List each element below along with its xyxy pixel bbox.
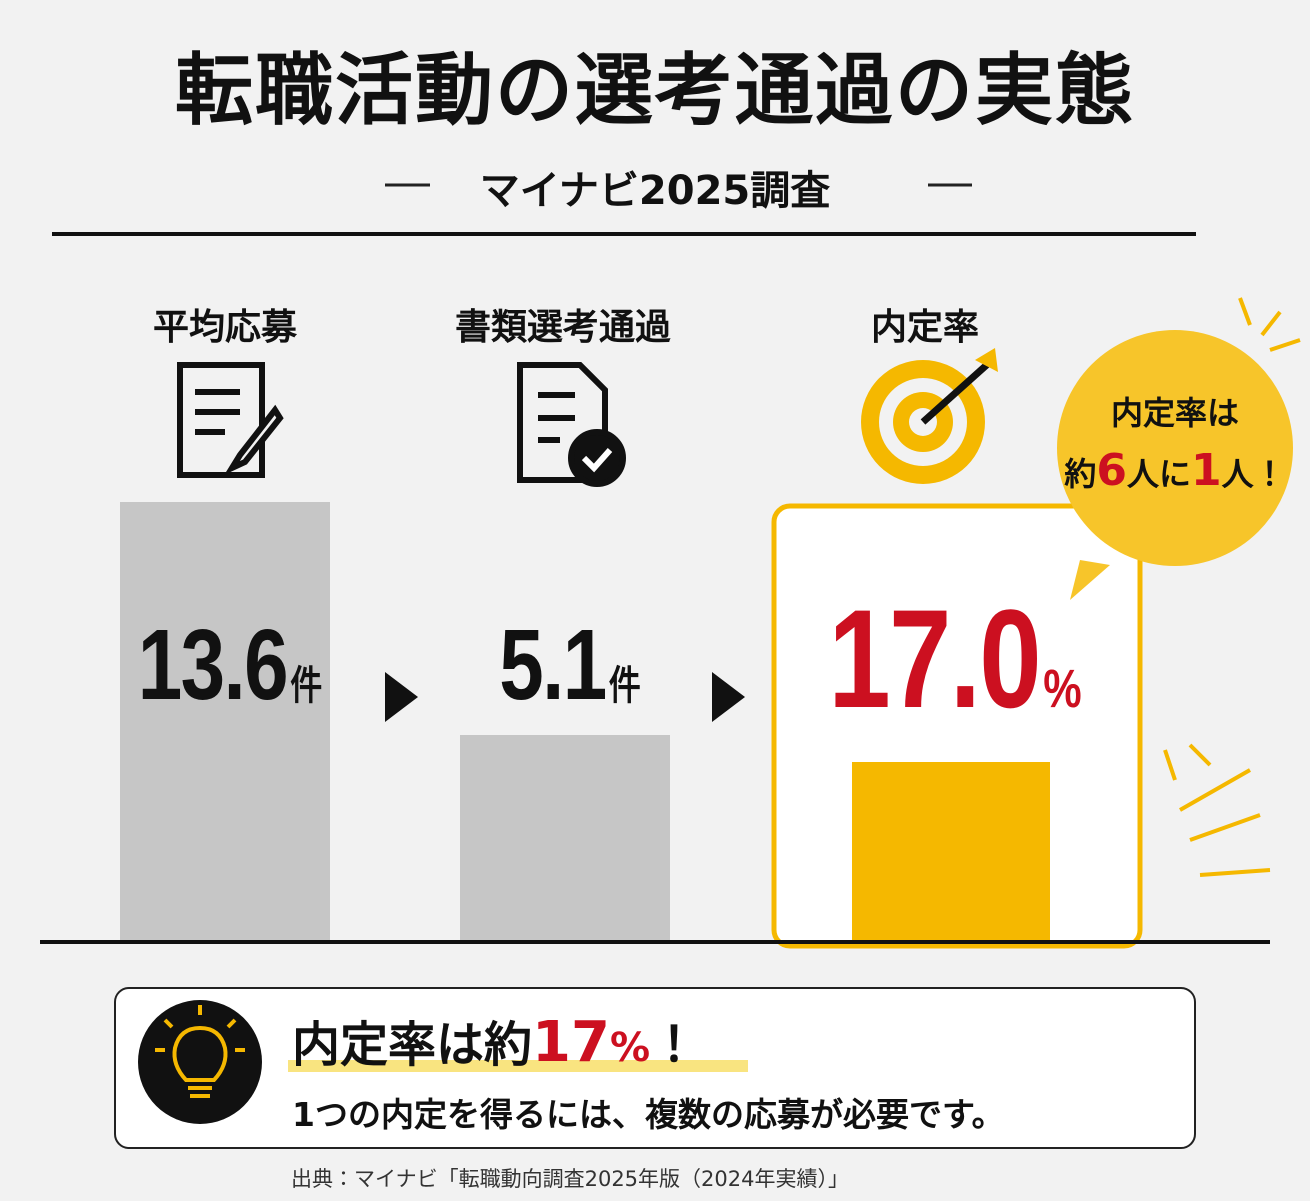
bulb-bg <box>138 1000 262 1124</box>
title: 転職活動の選考通過の実態 <box>174 46 1136 136</box>
text: 人に <box>1126 455 1192 493</box>
stage-value: 17.0% <box>828 578 1081 740</box>
unit: % <box>1043 659 1082 719</box>
text: 内定率は約 <box>292 1017 533 1073</box>
callout-line: 約6人に1人！ <box>1064 445 1285 496</box>
stage-value: 13.6件 <box>138 608 323 723</box>
summary-body: 1つの内定を得るには、複数の応募が必要です。 <box>292 1095 1005 1134</box>
headline: 内定率は約17%！ <box>292 1005 698 1075</box>
doc-icon <box>177 362 284 478</box>
bar <box>460 735 670 940</box>
stage-label: 内定率 <box>870 307 980 348</box>
bar <box>852 762 1050 942</box>
unit: 件 <box>608 664 641 708</box>
stage-value: 5.1件 <box>499 608 641 723</box>
value: 5.1 <box>499 609 607 721</box>
text: 約 <box>1064 455 1097 493</box>
arrow <box>385 672 418 722</box>
stage-label: 平均応募 <box>152 307 298 348</box>
callout-line: 内定率は <box>1110 394 1240 432</box>
baseline <box>40 940 1270 944</box>
stage-label: 書類選考通過 <box>454 307 672 348</box>
highlight-underline <box>288 1060 748 1072</box>
arrow <box>712 672 745 722</box>
unit: % <box>609 1025 651 1071</box>
number: 6 <box>1096 445 1127 496</box>
text: ！ <box>650 1017 699 1073</box>
subtitle: マイナビ2025調査 <box>479 168 831 214</box>
bulb-icon <box>155 1005 245 1098</box>
divider <box>52 232 1196 236</box>
doc-check-icon <box>517 362 626 487</box>
number: 1 <box>1191 445 1222 496</box>
callout-tail <box>1070 560 1110 600</box>
unit: 件 <box>290 664 323 708</box>
source: 出典：マイナビ「転職動向調査2025年版（2024年実績）」 <box>291 1167 849 1191</box>
text: 人！ <box>1221 455 1286 493</box>
sparks <box>1163 297 1301 877</box>
value: 17.0 <box>828 580 1041 737</box>
value: 13.6 <box>137 609 289 721</box>
callout-bubble <box>1057 330 1293 566</box>
number: 17 <box>532 1010 610 1075</box>
bar <box>120 502 330 940</box>
target-icon <box>861 348 998 484</box>
